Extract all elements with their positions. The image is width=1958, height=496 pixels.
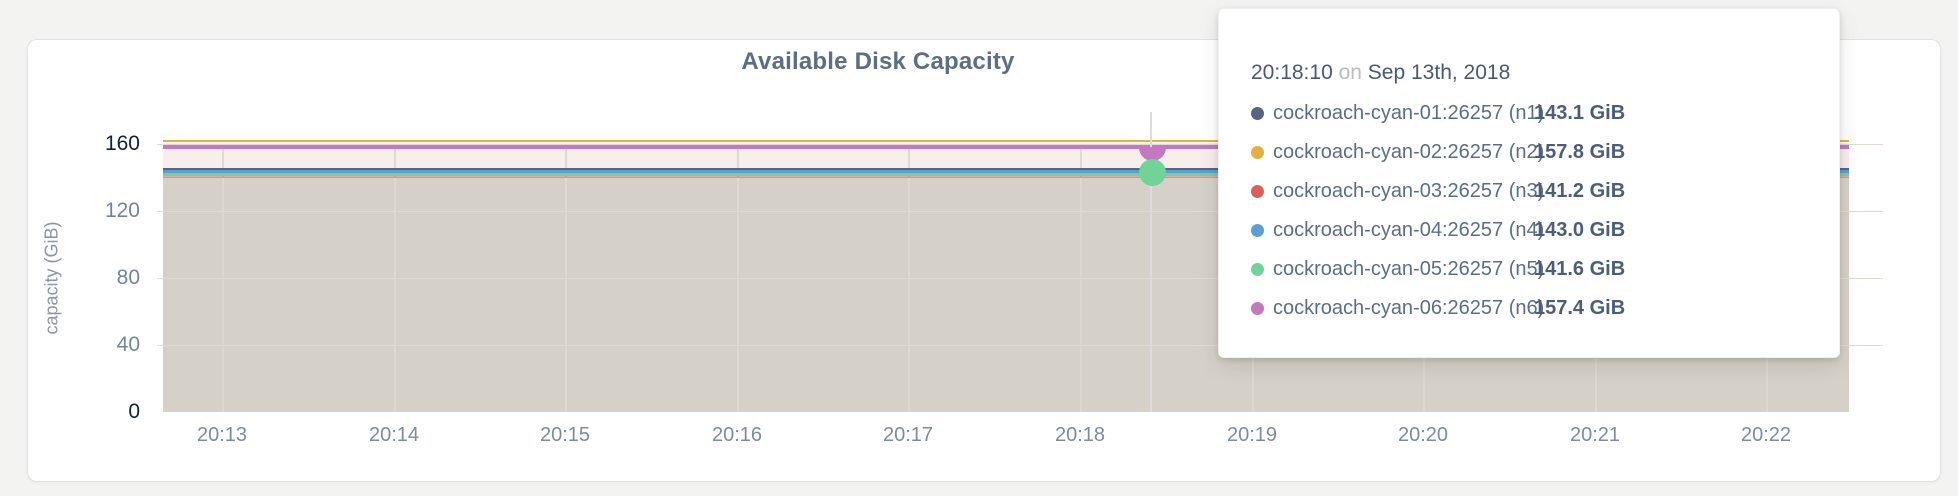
series-line-n4[interactable] <box>163 170 1849 173</box>
gridline-y-40 <box>157 345 1883 346</box>
tooltip-row-n4: cockroach-cyan-04:26257 (n4) 143.0 GiB <box>1251 211 1809 250</box>
series-name: cockroach-cyan-04:26257 (n4) <box>1273 219 1545 241</box>
gridline-x-2013 <box>222 144 224 412</box>
gridline-y-120 <box>157 211 1883 212</box>
gridline-x-2014 <box>394 144 396 412</box>
series-value: 143.1 GiB <box>1534 102 1626 124</box>
series-name: cockroach-cyan-06:26257 (n6) <box>1273 297 1545 319</box>
gridline-y-80 <box>157 278 1883 279</box>
tooltip-row-n2: cockroach-cyan-02:26257 (n2) 157.8 GiB <box>1251 133 1809 172</box>
x-tick-2021: 20:21 <box>1569 424 1621 446</box>
y-tick-0: 0 <box>128 400 140 423</box>
y-tick-160: 160 <box>104 132 140 155</box>
chart-hover-tooltip: 20:18:10 on Sep 13th, 2018 cockroach-cya… <box>1218 8 1840 358</box>
series-color-dot-n1 <box>1251 107 1264 120</box>
x-tick-2013: 20:13 <box>196 424 248 446</box>
tooltip-time: 20:18:10 <box>1251 61 1333 84</box>
series-value: 143.0 GiB <box>1534 219 1626 241</box>
series-name: cockroach-cyan-05:26257 (n5) <box>1273 258 1545 280</box>
series-value: 157.4 GiB <box>1534 297 1626 319</box>
series-color-dot-n2 <box>1251 146 1264 159</box>
series-name: cockroach-cyan-02:26257 (n2) <box>1273 141 1545 163</box>
x-tick-2018: 20:18 <box>1054 424 1106 446</box>
x-tick-2014: 20:14 <box>368 424 420 446</box>
series-value: 141.2 GiB <box>1534 180 1626 202</box>
gridline-x-2017 <box>908 144 910 412</box>
tooltip-timestamp: 20:18:10 on Sep 13th, 2018 <box>1251 61 1510 85</box>
y-axis-label: capacity (GiB) <box>41 221 62 335</box>
series-line-n3[interactable] <box>163 176 1849 178</box>
series-value: 157.8 GiB <box>1534 141 1626 163</box>
series-color-dot-n3 <box>1251 185 1264 198</box>
series-line-n6[interactable] <box>163 145 1849 149</box>
y-tick-80: 80 <box>116 266 140 289</box>
series-value: 141.6 GiB <box>1534 258 1626 280</box>
tooltip-date-text: Sep 13th, 2018 <box>1367 61 1511 84</box>
x-tick-2019: 20:19 <box>1226 424 1278 446</box>
hover-guideline <box>1150 112 1152 412</box>
tooltip-on-text: on <box>1338 61 1362 84</box>
y-tick-120: 120 <box>104 199 140 222</box>
series-line-n2[interactable] <box>163 140 1849 142</box>
hover-marker-n6[interactable] <box>1139 147 1166 161</box>
gridline-y-160 <box>157 144 1883 145</box>
x-tick-2015: 20:15 <box>539 424 591 446</box>
y-tick-40: 40 <box>116 333 140 356</box>
x-tick-2020: 20:20 <box>1397 424 1449 446</box>
gridline-x-2018 <box>1080 144 1082 412</box>
tooltip-row-n3: cockroach-cyan-03:26257 (n3) 141.2 GiB <box>1251 172 1809 211</box>
series-color-dot-n6 <box>1251 302 1264 315</box>
series-name: cockroach-cyan-03:26257 (n3) <box>1273 180 1545 202</box>
tooltip-row-n1: cockroach-cyan-01:26257 (n1) 143.1 GiB <box>1251 94 1809 133</box>
tooltip-row-n6: cockroach-cyan-06:26257 (n6) 157.4 GiB <box>1251 289 1809 328</box>
series-color-dot-n5 <box>1251 263 1264 276</box>
chart-title: Available Disk Capacity <box>741 48 1015 75</box>
gridline-x-2015 <box>565 144 567 412</box>
series-line-n1[interactable] <box>163 168 1849 170</box>
x-tick-2017: 20:17 <box>882 424 934 446</box>
x-tick-2022: 20:22 <box>1740 424 1792 446</box>
series-color-dot-n4 <box>1251 224 1264 237</box>
gridline-x-2016 <box>737 144 739 412</box>
x-tick-2016: 20:16 <box>711 424 763 446</box>
hover-marker-n5[interactable] <box>1139 159 1166 186</box>
tooltip-row-n5: cockroach-cyan-05:26257 (n5) 141.6 GiB <box>1251 250 1809 289</box>
tooltip-series-list: cockroach-cyan-01:26257 (n1) 143.1 GiB c… <box>1251 94 1809 328</box>
series-line-n5[interactable] <box>163 173 1849 176</box>
series-name: cockroach-cyan-01:26257 (n1) <box>1273 102 1545 124</box>
